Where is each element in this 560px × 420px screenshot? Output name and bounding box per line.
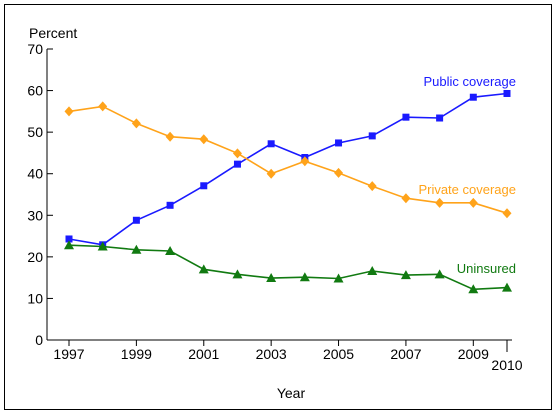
data-point	[233, 160, 241, 168]
data-point	[65, 235, 73, 243]
chart-frame: Percent Year 0 10 20 30 40 50 60 70 1997 1999 2001…	[4, 4, 552, 410]
data-point	[468, 197, 478, 208]
data-point	[367, 181, 377, 192]
series-layer: Public coverage Private coverage Uninsured	[64, 74, 517, 294]
series-label: Private coverage	[418, 182, 516, 197]
data-point	[232, 148, 242, 159]
data-point	[400, 270, 411, 280]
data-point	[98, 101, 108, 112]
data-point	[266, 273, 277, 283]
series-line	[68, 244, 508, 291]
x-tick-label: 2001	[188, 346, 219, 362]
data-point	[469, 93, 477, 101]
data-point	[131, 118, 141, 129]
line-chart: Percent Year 0 10 20 30 40 50 60 70 1997 1999 2001…	[27, 25, 522, 401]
data-point	[64, 240, 74, 250]
series-line	[68, 92, 508, 246]
data-point	[165, 131, 175, 142]
y-tick-label: 30	[27, 207, 43, 223]
data-point	[132, 216, 140, 224]
data-point	[503, 89, 511, 97]
data-point	[97, 241, 108, 251]
data-point	[165, 246, 176, 256]
series-label: Public coverage	[424, 74, 517, 89]
data-point	[64, 106, 74, 117]
series-label: Uninsured	[457, 261, 516, 276]
x-tick-label: 2009	[458, 346, 489, 362]
y-tick-label: 50	[27, 124, 43, 140]
data-point	[266, 168, 276, 179]
data-point	[131, 244, 142, 254]
axes: 0 10 20 30 40 50 60 70 1997 1999 2001 2003 2005 2007 2…	[27, 41, 522, 373]
x-tick-label: 1997	[53, 346, 84, 362]
data-point	[402, 113, 410, 121]
data-point	[367, 265, 378, 275]
data-point	[334, 167, 344, 178]
x-tick-label: 2005	[323, 346, 354, 362]
series-uninsured: Uninsured	[64, 240, 516, 294]
y-axis-title: Percent	[29, 25, 77, 41]
data-point	[434, 269, 445, 279]
data-point	[436, 114, 444, 122]
data-point	[300, 156, 310, 167]
data-point	[435, 197, 445, 208]
series-private-coverage: Private coverage	[64, 101, 516, 219]
data-point	[502, 282, 512, 292]
data-point	[368, 132, 376, 140]
series-public-coverage: Public coverage	[65, 74, 517, 249]
data-point	[166, 201, 174, 209]
data-point	[468, 284, 479, 294]
y-tick-label: 10	[27, 290, 43, 306]
x-tick-label: 1999	[121, 346, 152, 362]
data-point	[198, 264, 209, 274]
data-point	[335, 139, 343, 147]
y-tick-label: 20	[27, 249, 43, 265]
y-tick-label: 70	[27, 41, 43, 57]
data-point	[502, 208, 512, 219]
data-point	[267, 140, 275, 148]
data-point	[401, 193, 411, 204]
data-point	[299, 272, 310, 282]
x-tick-label: 2010	[491, 357, 522, 373]
data-point	[200, 182, 208, 190]
y-tick-label: 0	[35, 332, 43, 348]
data-point	[333, 273, 344, 283]
data-point	[199, 134, 209, 145]
y-tick-label: 40	[27, 166, 43, 182]
data-point	[232, 269, 243, 279]
y-tick-label: 60	[27, 83, 43, 99]
x-tick-label: 2007	[390, 346, 421, 362]
series-line	[68, 105, 508, 214]
x-axis-title: Year	[277, 385, 306, 401]
x-tick-label: 2003	[256, 346, 287, 362]
